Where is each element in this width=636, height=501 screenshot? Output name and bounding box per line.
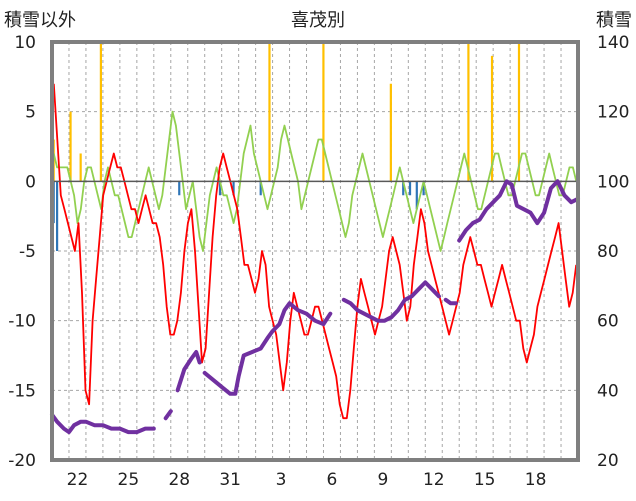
plot-frame	[50, 40, 580, 462]
snow-depth-line	[443, 297, 458, 306]
y-left-tick-label: -20	[8, 451, 36, 471]
y-right-tick-label: 40	[597, 381, 619, 401]
snow-depth-line	[50, 412, 156, 435]
snow-depth-line	[341, 280, 441, 323]
y-right-tick-label: 140	[597, 33, 629, 53]
x-tick-label: 15	[474, 470, 496, 490]
y-left-tick-label: -10	[8, 312, 36, 332]
x-tick-label: 18	[525, 470, 547, 490]
y-right-tick-label: 60	[597, 312, 619, 332]
chart-title: 喜茂別	[291, 10, 345, 31]
right-axis-label: 積雪	[596, 10, 632, 31]
snow-depth-line	[163, 409, 173, 421]
y-right-tick-label: 20	[597, 451, 619, 471]
x-tick-label: 12	[423, 470, 445, 490]
snow-depth-line	[202, 301, 333, 396]
x-tick-label: 6	[327, 470, 338, 490]
x-tick-label: 22	[67, 470, 89, 490]
left-axis-label: 積雪以外	[4, 10, 76, 31]
x-tick-label: 31	[219, 470, 241, 490]
plot-area	[50, 42, 580, 435]
y-left-tick-label: 5	[25, 103, 36, 123]
y-right-tick-label: 120	[597, 103, 629, 123]
y-left-tick-label: 0	[25, 172, 36, 192]
x-tick-label: 25	[118, 470, 140, 490]
y-right-tick-label: 80	[597, 242, 619, 262]
snow-depth-line	[175, 350, 202, 393]
y-left-tick-label: -5	[19, 242, 36, 262]
y-left-tick-label: 10	[14, 33, 36, 53]
snow-depth-line	[457, 179, 580, 243]
x-tick-label: 3	[276, 470, 287, 490]
x-tick-label: 9	[377, 470, 388, 490]
temperature-line	[52, 83, 578, 420]
sunshine-line	[52, 110, 578, 252]
y-left-tick-label: -15	[8, 381, 36, 401]
y-right-tick-label: 100	[597, 172, 629, 192]
x-tick-label: 28	[168, 470, 190, 490]
